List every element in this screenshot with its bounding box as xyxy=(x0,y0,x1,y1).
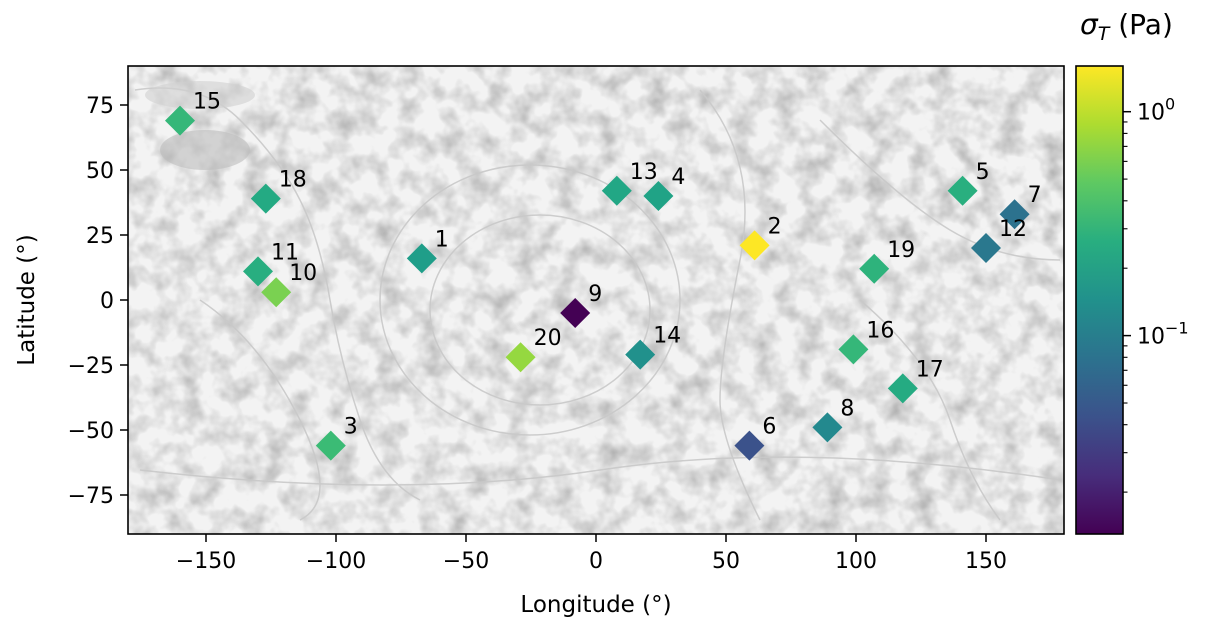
data-point-marker xyxy=(947,175,978,206)
data-point-marker xyxy=(739,230,770,261)
x-tick-label: −50 xyxy=(443,549,489,574)
data-point-marker xyxy=(838,334,869,365)
data-point-marker xyxy=(643,181,674,211)
data-point-label: 13 xyxy=(630,160,658,185)
data-point-label: 12 xyxy=(999,217,1027,242)
data-point-marker xyxy=(261,277,292,308)
data-point-marker xyxy=(243,256,273,287)
data-point-marker xyxy=(165,105,195,136)
data-point-marker xyxy=(560,298,591,328)
data-point-marker xyxy=(406,243,437,274)
x-axis: −150 −100 −50 0 50 100 150 xyxy=(176,534,1007,574)
data-point-label: 9 xyxy=(588,282,602,307)
colorbar-label-sigma: σ xyxy=(1080,8,1099,41)
data-point-label: 18 xyxy=(279,168,307,193)
data-point-label: 1 xyxy=(435,227,449,252)
data-point-label: 16 xyxy=(866,318,894,343)
data-point-marker xyxy=(971,233,1001,263)
y-tick-label: 50 xyxy=(86,159,114,184)
x-tick-label: 100 xyxy=(835,549,877,574)
data-point-marker xyxy=(625,339,656,370)
colorbar-gradient xyxy=(1075,65,1124,535)
surface-map-background xyxy=(128,66,1064,534)
x-axis-label: Longitude (°) xyxy=(520,592,671,618)
data-point-label: 19 xyxy=(887,238,915,263)
data-point-label: 10 xyxy=(289,261,317,286)
data-point-label: 4 xyxy=(671,165,685,190)
colorbar-tick-label: 10−1 xyxy=(1137,319,1189,350)
data-point-label: 8 xyxy=(840,396,854,421)
y-axis-label: Latitude (°) xyxy=(14,234,40,365)
x-tick-label: 0 xyxy=(589,549,603,574)
y-tick-label: −25 xyxy=(68,354,114,379)
y-tick-label: −75 xyxy=(68,484,114,509)
data-point-label: 17 xyxy=(916,357,944,382)
x-tick-label: −150 xyxy=(176,549,236,574)
data-point-label: 2 xyxy=(768,214,782,239)
data-point-label: 6 xyxy=(762,415,776,440)
y-tick-label: 0 xyxy=(100,289,114,314)
data-point-marker xyxy=(505,342,536,373)
data-point-marker xyxy=(734,430,765,461)
colorbar-label: σT (Pa) xyxy=(1080,8,1173,45)
data-point-marker xyxy=(812,412,843,443)
colorbar-label-subscript: T xyxy=(1098,23,1111,45)
colorbar: 10−1 100 σT (Pa) xyxy=(1075,8,1189,535)
data-point-label: 14 xyxy=(653,324,681,349)
data-point-marker xyxy=(250,183,281,214)
data-point-label: 20 xyxy=(534,326,562,351)
x-tick-label: −100 xyxy=(306,549,366,574)
data-point-marker xyxy=(601,175,632,206)
data-point-label: 15 xyxy=(193,90,221,115)
data-point-label: 5 xyxy=(976,160,990,185)
colorbar-label-unit: (Pa) xyxy=(1109,8,1173,41)
y-axis: −75 −50 −25 0 25 50 75 xyxy=(68,94,128,509)
data-point-marker xyxy=(999,199,1030,230)
y-tick-label: 75 xyxy=(86,94,114,119)
colorbar-tick-label: 100 xyxy=(1137,95,1175,126)
y-tick-label: −50 xyxy=(68,419,114,444)
y-tick-label: 25 xyxy=(86,224,114,249)
colorbar-ticks: 10−1 100 xyxy=(1123,95,1189,493)
data-point-label: 7 xyxy=(1028,183,1042,208)
data-point-label: 11 xyxy=(271,240,299,265)
x-tick-label: 150 xyxy=(965,549,1007,574)
data-point-marker xyxy=(315,430,346,461)
x-tick-label: 50 xyxy=(712,549,740,574)
data-markers xyxy=(165,105,1030,461)
data-point-label: 3 xyxy=(344,415,358,440)
data-point-marker xyxy=(859,253,890,284)
data-point-marker xyxy=(887,373,918,404)
